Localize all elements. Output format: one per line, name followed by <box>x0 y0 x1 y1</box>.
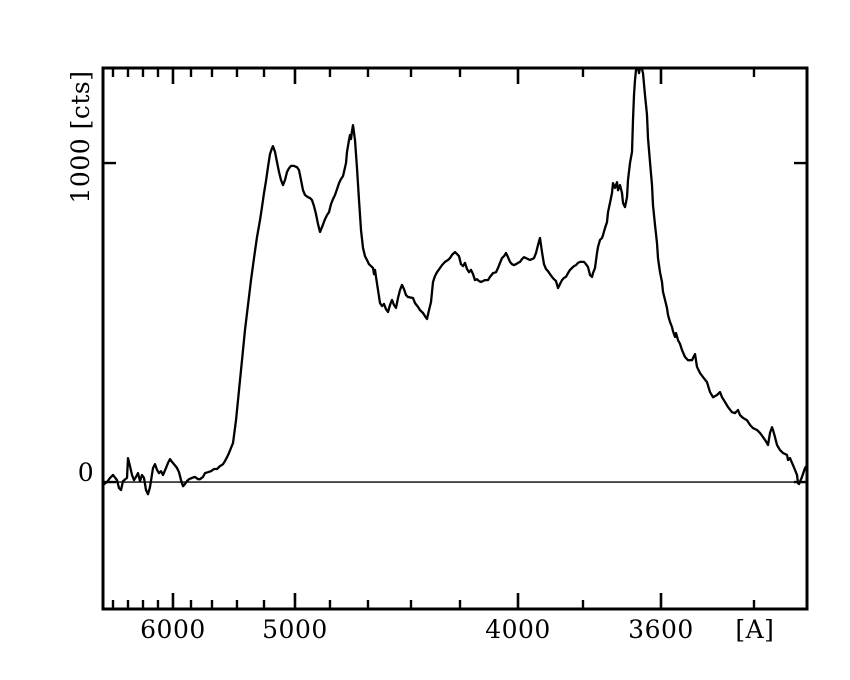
y-tick-label-zero: 0 <box>77 458 95 487</box>
plot-frame <box>101 66 809 611</box>
x-tick-label-3600: 3600 <box>628 615 694 644</box>
x-tick-label-6000: 6000 <box>140 615 206 644</box>
spectrum-curve <box>101 66 809 496</box>
y-axis-label: 1000 [cts] <box>66 70 95 204</box>
x-axis-unit-label: [A] <box>735 615 775 644</box>
x-tick-label-4000: 4000 <box>485 615 551 644</box>
x-tick-label-5000: 5000 <box>262 615 328 644</box>
